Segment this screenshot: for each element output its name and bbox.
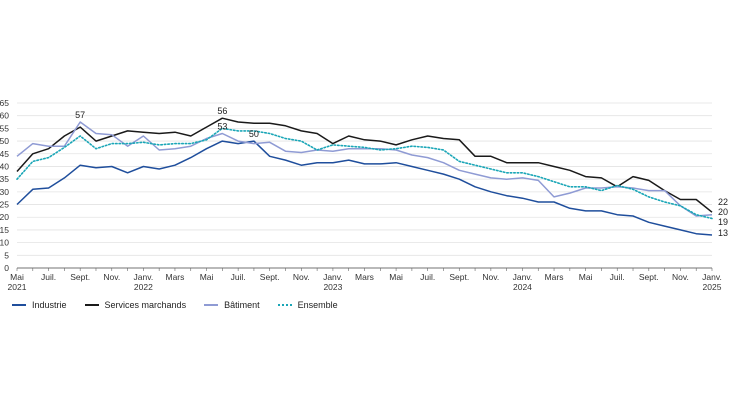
legend-swatch-ensemble xyxy=(278,304,292,306)
y-tick-label: 60 xyxy=(0,111,9,121)
x-tick-label: Sept. xyxy=(639,272,659,282)
legend-swatch-industrie xyxy=(12,304,26,306)
x-tick-label: Mars xyxy=(355,272,374,282)
point-annotation: 56 xyxy=(217,106,227,116)
end-value-label: 20 xyxy=(718,207,728,217)
y-tick-label: 0 xyxy=(4,263,9,273)
y-tick-label: 40 xyxy=(0,161,9,171)
grid-lines xyxy=(17,103,712,255)
legend-item-batiment: Bâtiment xyxy=(204,300,260,310)
x-tick-label: Nov. xyxy=(672,272,689,282)
legend-swatch-services-marchands xyxy=(85,304,99,306)
x-tick-label: Nov. xyxy=(482,272,499,282)
legend-label-industrie: Industrie xyxy=(32,300,67,310)
y-tick-label: 35 xyxy=(0,174,9,184)
y-tick-label: 45 xyxy=(0,149,9,159)
legend-item-services-marchands: Services marchands xyxy=(85,300,187,310)
y-tick-label: 15 xyxy=(0,225,9,235)
legend-item-ensemble: Ensemble xyxy=(278,300,338,310)
legend-item-industrie: Industrie xyxy=(12,300,67,310)
y-tick-label: 20 xyxy=(0,212,9,222)
legend-label-ensemble: Ensemble xyxy=(298,300,338,310)
x-tick-label: Sept. xyxy=(70,272,90,282)
chart-legend: Industrie Services marchands Bâtiment En… xyxy=(12,300,338,310)
end-value-label: 22 xyxy=(718,197,728,207)
x-tick-label: Juil. xyxy=(41,272,56,282)
y-tick-label: 10 xyxy=(0,238,9,248)
x-tick-label: Janv. xyxy=(513,272,533,282)
x-tick-label: Nov. xyxy=(293,272,310,282)
series-line-b-timent xyxy=(17,122,712,216)
x-tick-year-label: 2023 xyxy=(323,282,342,292)
legend-label-batiment: Bâtiment xyxy=(224,300,260,310)
point-annotation: 53 xyxy=(217,121,227,131)
legend-swatch-batiment xyxy=(204,304,218,306)
x-tick-label: Mai xyxy=(579,272,593,282)
end-value-label: 19 xyxy=(718,217,728,227)
x-tick-label: Mars xyxy=(545,272,564,282)
x-tick-label: Juil. xyxy=(420,272,435,282)
y-axis-ticks: 0 5 10 15 20 25 30 35 40 45 50 55 60 65 xyxy=(0,98,9,273)
x-tick-label: Nov. xyxy=(103,272,120,282)
end-value-label: 13 xyxy=(718,228,728,238)
x-tick-label: Mai xyxy=(10,272,24,282)
legend-label-services-marchands: Services marchands xyxy=(105,300,187,310)
x-tick-label: Mai xyxy=(200,272,214,282)
x-tick-label: Sept. xyxy=(260,272,280,282)
x-tick-label: Juil. xyxy=(610,272,625,282)
x-tick-label: Mai xyxy=(389,272,403,282)
x-tick-label: Janv. xyxy=(323,272,343,282)
series-line-services-marchands xyxy=(17,118,712,212)
x-tick-label: Juil. xyxy=(231,272,246,282)
x-tick-label: Janv. xyxy=(134,272,154,282)
point-annotation: 57 xyxy=(75,110,85,120)
y-tick-label: 55 xyxy=(0,123,9,133)
y-tick-label: 50 xyxy=(0,136,9,146)
point-annotation: 50 xyxy=(249,129,259,139)
y-tick-label: 25 xyxy=(0,200,9,210)
x-tick-year-label: 2025 xyxy=(703,282,722,292)
y-tick-label: 65 xyxy=(0,98,9,108)
x-tick-year-label: 2024 xyxy=(513,282,532,292)
x-tick-label: Mars xyxy=(166,272,185,282)
y-tick-label: 5 xyxy=(4,250,9,260)
x-tick-year-label: 2021 xyxy=(8,282,27,292)
x-tick-year-label: 2022 xyxy=(134,282,153,292)
x-tick-label: Sept. xyxy=(449,272,469,282)
y-tick-label: 30 xyxy=(0,187,9,197)
x-tick-label: Janv. xyxy=(702,272,722,282)
